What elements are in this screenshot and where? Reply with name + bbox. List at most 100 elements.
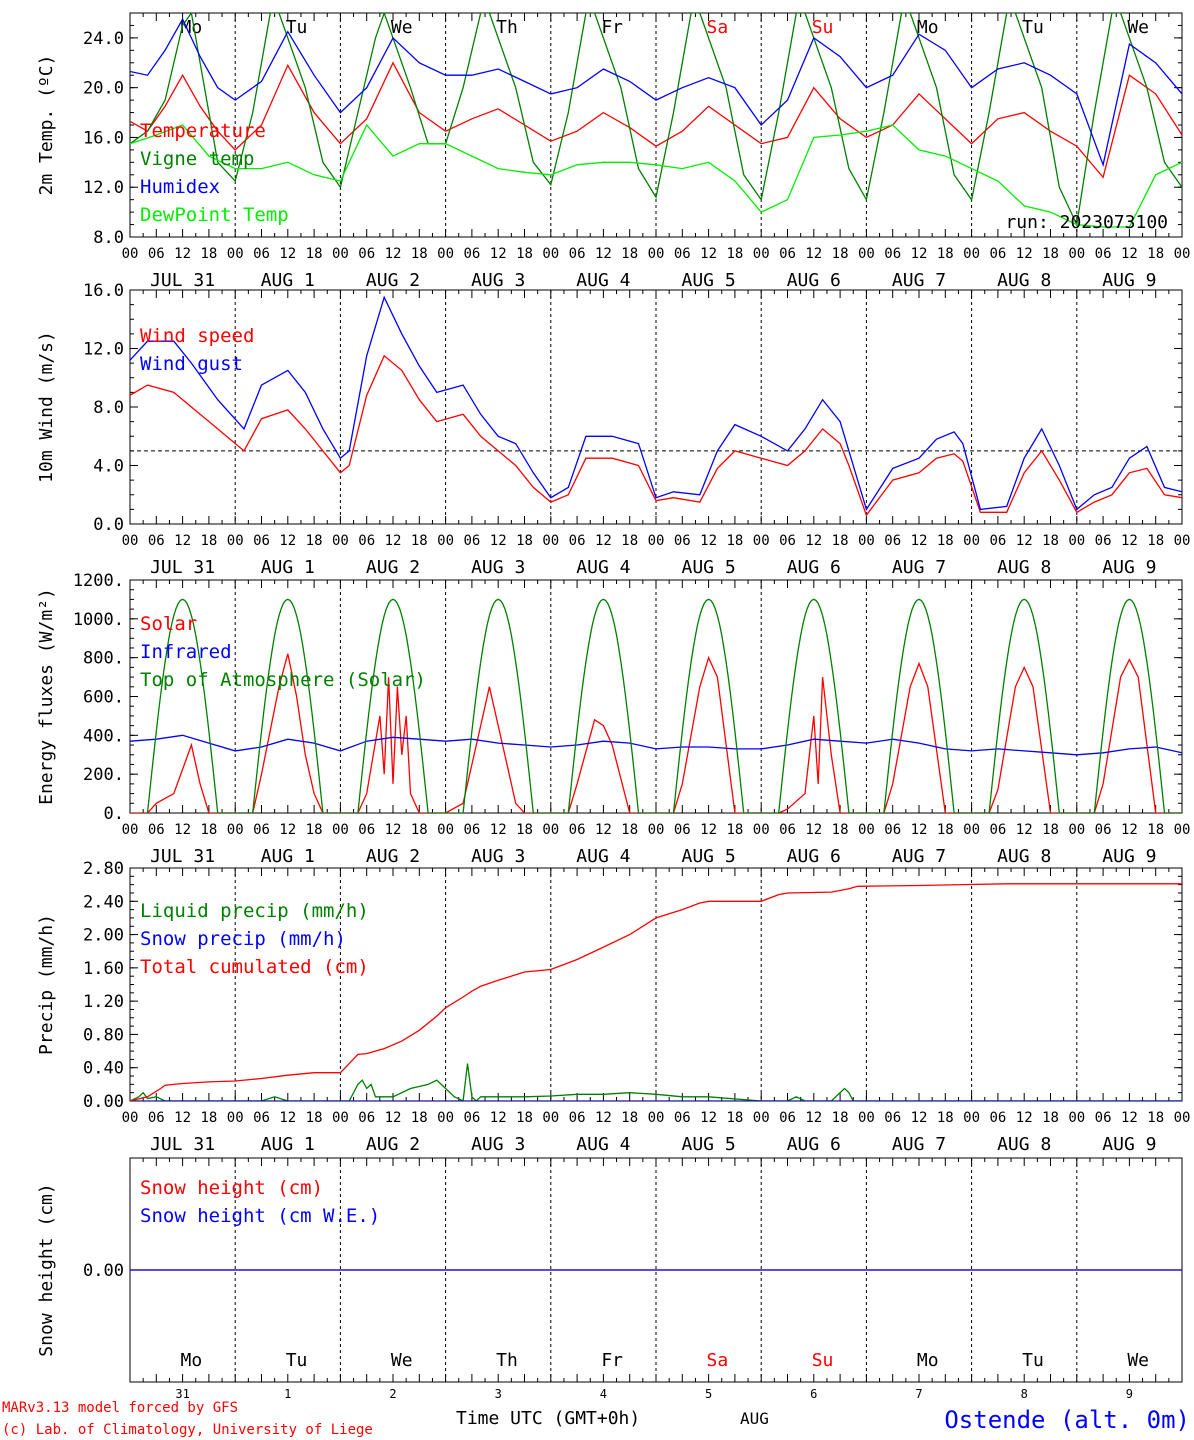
x-hour-label: 18 bbox=[516, 246, 533, 262]
x-hour-label: 18 bbox=[306, 246, 323, 262]
x-date-label: AUG 1 bbox=[261, 1134, 315, 1155]
weekday-label: Su bbox=[812, 17, 834, 38]
x-hour-label: 18 bbox=[726, 533, 743, 549]
x-hour-label: 06 bbox=[148, 246, 165, 262]
x-hour-label: 18 bbox=[306, 1110, 323, 1126]
x-hour-label: 00 bbox=[858, 246, 875, 262]
weekday-label: Mo bbox=[181, 17, 203, 38]
x-hour-label: 18 bbox=[726, 1110, 743, 1126]
y-tick-label: 1000. bbox=[73, 610, 124, 630]
x-hour-label: 00 bbox=[227, 822, 244, 838]
x-hour-label: 18 bbox=[200, 1110, 217, 1126]
x-hour-label: 00 bbox=[437, 822, 454, 838]
x-hour-label: 12 bbox=[700, 822, 717, 838]
x-hour-label: 00 bbox=[332, 822, 349, 838]
x-hour-label: 06 bbox=[463, 822, 480, 838]
x-hour-label: 06 bbox=[989, 533, 1006, 549]
x-hour-label: 06 bbox=[569, 533, 586, 549]
weekday-label: Mo bbox=[917, 17, 939, 38]
chart-panel-5: 0.00 Snow height (cm) Mo Tu We Th Fr Sa Su Mo Tu We… bbox=[36, 1157, 1183, 1401]
y-tick-label: 20.0 bbox=[83, 79, 124, 99]
y-tick-label: 2.40 bbox=[83, 892, 124, 912]
x-hour-label: 00 bbox=[858, 822, 875, 838]
x-hour-label: 18 bbox=[937, 533, 954, 549]
x-date-label: AUG 2 bbox=[366, 557, 420, 578]
y-tick-label: 1.20 bbox=[83, 992, 124, 1012]
x-date-label: AUG 2 bbox=[366, 270, 420, 291]
legend-entry: Temperature bbox=[140, 120, 266, 142]
y-tick-label: 400. bbox=[83, 726, 124, 746]
legend-entry: Wind speed bbox=[140, 325, 254, 347]
x-hour-label: 06 bbox=[779, 1110, 796, 1126]
x-hour-label: 18 bbox=[621, 246, 638, 262]
weekday-label: We bbox=[1127, 1350, 1149, 1371]
x-hour-label: 06 bbox=[463, 533, 480, 549]
y-tick-label: 600. bbox=[83, 688, 124, 708]
x-hour-label: 12 bbox=[595, 533, 612, 549]
x-hour-label: 06 bbox=[253, 822, 270, 838]
y-tick-label: 24.0 bbox=[83, 29, 124, 49]
x-hour-label: 00 bbox=[437, 1110, 454, 1126]
x-hour-label: 18 bbox=[621, 822, 638, 838]
y-tick-label: 0.40 bbox=[83, 1059, 124, 1079]
weekday-label: Sa bbox=[707, 1350, 729, 1371]
x-hour-label: 06 bbox=[463, 246, 480, 262]
weekday-label: Su bbox=[812, 1350, 834, 1371]
legend-entry: Humidex bbox=[140, 176, 220, 198]
x-hour-label: 12 bbox=[700, 246, 717, 262]
series-group bbox=[130, 13, 1182, 228]
x-hour-label: 12 bbox=[1121, 822, 1138, 838]
x-hour-label: 00 bbox=[963, 533, 980, 549]
day-number-label: 7 bbox=[915, 1387, 922, 1401]
x-hour-label: 18 bbox=[306, 533, 323, 549]
x-date-label: AUG 4 bbox=[576, 270, 630, 291]
legend-entry: Top of Atmosphere (Solar) bbox=[140, 669, 426, 691]
x-hour-label: 00 bbox=[648, 1110, 665, 1126]
y-tick-label: 8.0 bbox=[93, 228, 124, 248]
x-hour-label: 12 bbox=[174, 533, 191, 549]
x-hour-label: 12 bbox=[595, 1110, 612, 1126]
x-hour-label: 18 bbox=[516, 533, 533, 549]
x-hour-label: 12 bbox=[174, 246, 191, 262]
x-hour-label: 12 bbox=[490, 822, 507, 838]
x-hour-label: 06 bbox=[569, 822, 586, 838]
x-date-label: AUG 8 bbox=[997, 270, 1051, 291]
x-hour-label: 12 bbox=[911, 533, 928, 549]
x-hour-label: 12 bbox=[490, 533, 507, 549]
x-hour-label: 06 bbox=[884, 246, 901, 262]
x-hour-label: 00 bbox=[332, 246, 349, 262]
x-hour-label: 06 bbox=[884, 822, 901, 838]
x-hour-label: 18 bbox=[621, 1110, 638, 1126]
x-hour-label: 18 bbox=[411, 533, 428, 549]
x-hour-label: 06 bbox=[674, 822, 691, 838]
series-group bbox=[130, 295, 1182, 517]
x-hour-label: 12 bbox=[1016, 1110, 1033, 1126]
x-hour-label: 12 bbox=[385, 822, 402, 838]
x-hour-label: 00 bbox=[227, 533, 244, 549]
series-line-vigne-temp bbox=[130, 13, 1182, 227]
x-hour-label: 18 bbox=[726, 246, 743, 262]
legend-entry: Infrared bbox=[140, 641, 232, 663]
x-hour-label: 00 bbox=[437, 533, 454, 549]
x-date-label: AUG 3 bbox=[471, 846, 525, 867]
x-hour-label: 18 bbox=[1042, 822, 1059, 838]
x-hour-label: 06 bbox=[358, 533, 375, 549]
y-axis-label: 10m Wind (m/s) bbox=[36, 331, 57, 483]
x-hour-label: 18 bbox=[411, 822, 428, 838]
y-tick-label: 16.0 bbox=[83, 281, 124, 301]
station-label: Ostende (alt. 0m) bbox=[944, 1406, 1190, 1434]
x-hour-label: 18 bbox=[1147, 533, 1164, 549]
x-hour-label: 06 bbox=[779, 533, 796, 549]
run-label: run: 2023073100 bbox=[1005, 212, 1168, 233]
x-hour-label: 18 bbox=[937, 1110, 954, 1126]
x-date-label: AUG 8 bbox=[997, 1134, 1051, 1155]
x-hour-label: 18 bbox=[306, 822, 323, 838]
x-hour-label: 06 bbox=[989, 1110, 1006, 1126]
series-line-solar bbox=[130, 653, 1182, 813]
panels-group: 8.012.016.020.024.02m Temp. (ºC)00 06 12 18… bbox=[36, 12, 1190, 1401]
x-date-label: AUG 2 bbox=[366, 846, 420, 867]
x-date-label: AUG 3 bbox=[471, 1134, 525, 1155]
x-hour-label: 06 bbox=[358, 1110, 375, 1126]
series-line-total-cumulated-cm- bbox=[130, 883, 1182, 1101]
day-number-label: 9 bbox=[1126, 1387, 1133, 1401]
